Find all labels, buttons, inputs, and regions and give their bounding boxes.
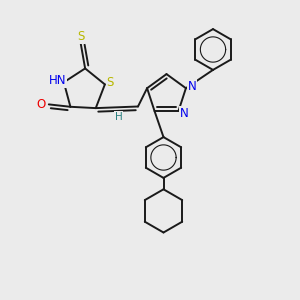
Text: N: N [188,80,196,93]
Text: O: O [37,98,46,111]
Text: H: H [115,112,122,122]
Text: S: S [77,30,84,43]
Text: S: S [106,76,114,88]
Text: HN: HN [49,74,66,87]
Text: N: N [180,107,189,120]
